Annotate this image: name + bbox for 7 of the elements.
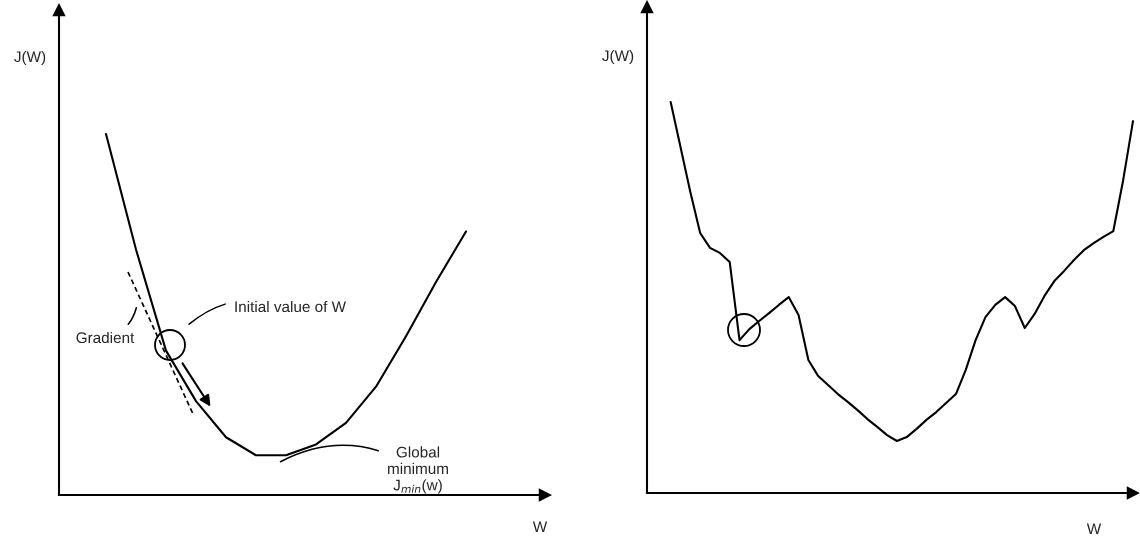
annotation: Gradient xyxy=(76,331,135,344)
annotation: Global minimum J$_{min}$(w) xyxy=(388,446,448,494)
y-axis-title: J(W) xyxy=(14,50,46,66)
x-axis-title: W xyxy=(532,521,548,532)
annotation: Initial value of W xyxy=(235,300,346,313)
x-axis-title: W xyxy=(1086,523,1102,534)
y-axis-title: J(W) xyxy=(602,49,634,65)
